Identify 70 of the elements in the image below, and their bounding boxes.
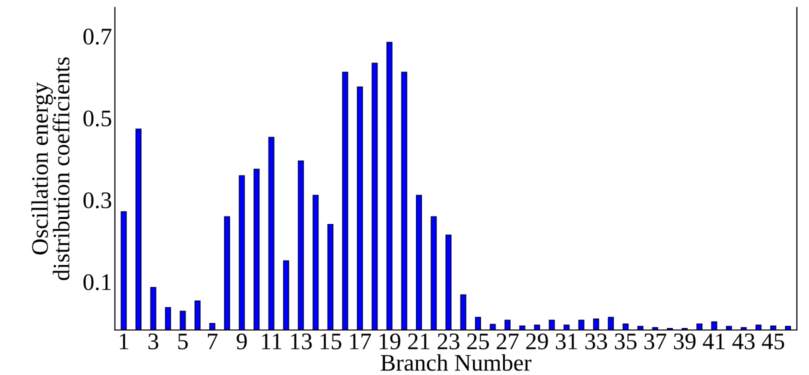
x-tick-label: 1 [120, 334, 128, 350]
x-tick-label: 39 [674, 334, 696, 350]
bar [150, 287, 156, 330]
bar [460, 294, 466, 330]
x-tick-label: 17 [350, 334, 372, 350]
x-tick-label: 29 [526, 334, 548, 350]
bar [696, 323, 702, 330]
x-tick-label: 27 [496, 334, 519, 350]
x-tick-label: 15 [320, 334, 342, 350]
bar [740, 327, 747, 330]
bar [593, 318, 600, 330]
bar [342, 72, 348, 330]
bar [135, 128, 142, 330]
x-tick-label: 9 [236, 334, 247, 350]
x-tick-label: 5 [178, 334, 188, 350]
bar [622, 323, 629, 330]
x-tick-label: 25 [467, 334, 489, 350]
x-tick-label: 13 [291, 334, 312, 350]
bar [430, 216, 437, 330]
x-tick-label: 35 [614, 334, 637, 350]
x-tick-label: 19 [380, 334, 400, 350]
bar [608, 316, 614, 330]
bar [386, 42, 392, 330]
bar [401, 72, 408, 330]
x-axis-title: Branch Number [380, 354, 532, 371]
bar [519, 325, 526, 330]
bar [652, 327, 658, 330]
x-tick-label: 31 [556, 334, 577, 350]
bar [120, 211, 127, 330]
bar [416, 194, 422, 330]
bar [770, 325, 776, 330]
y-tick-label: 0.7 [83, 28, 112, 45]
bar [194, 300, 201, 330]
bar [548, 320, 555, 330]
bar [165, 307, 172, 330]
y-tick-label: 0.3 [83, 192, 112, 208]
bar [475, 316, 482, 330]
y-axis-title: Oscillation energy distribution coefficients [31, 57, 70, 280]
x-tick-label: 3 [148, 334, 158, 350]
bar [711, 321, 718, 330]
bar [445, 234, 452, 330]
bar [238, 175, 245, 330]
x-tick-label: 43 [732, 334, 755, 350]
x-tick-label: 7 [208, 334, 218, 350]
bar [755, 324, 762, 330]
bar [312, 194, 319, 330]
x-tick-label: 21 [408, 334, 430, 350]
bar [268, 136, 274, 330]
bar [327, 224, 334, 330]
y-tick-label: 0.5 [83, 110, 112, 127]
bar [356, 86, 363, 330]
bar [564, 324, 570, 330]
y-tick-label: 0.1 [83, 274, 111, 290]
bar [504, 320, 511, 330]
bar [490, 324, 496, 330]
bar [209, 323, 216, 330]
bar [578, 320, 584, 330]
bar [224, 216, 230, 330]
x-tick-label: 37 [644, 334, 666, 350]
bar [298, 160, 304, 330]
x-tick-label: 45 [762, 334, 784, 350]
bar [372, 62, 378, 330]
x-tick-label: 11 [262, 334, 282, 350]
bar [180, 310, 186, 330]
bar [254, 168, 260, 330]
x-tick-label: 41 [702, 334, 725, 350]
x-tick-label: 23 [438, 334, 460, 350]
bar [534, 324, 540, 330]
bar [283, 260, 290, 330]
x-tick-label: 33 [585, 334, 607, 350]
